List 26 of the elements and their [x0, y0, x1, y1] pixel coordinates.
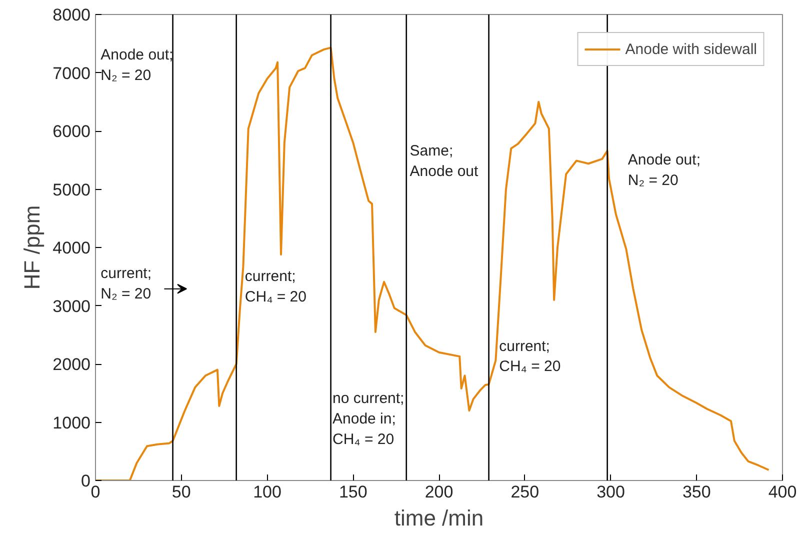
x-tick-label: 350 — [682, 482, 711, 502]
y-tick-label: 5000 — [52, 180, 91, 200]
annotation: Anode out; N₂ = 20 — [628, 151, 700, 189]
x-axis-title: time /min — [394, 506, 484, 530]
x-tick-label: 50 — [172, 482, 191, 502]
y-tick-label: 4000 — [52, 238, 91, 258]
legend-label: Anode with sidewall — [625, 40, 757, 58]
x-tick-label: 400 — [768, 482, 797, 502]
x-tick-label: 300 — [596, 482, 625, 502]
y-tick-label: 3000 — [52, 296, 91, 316]
annotation: current; N₂ = 20 — [100, 264, 152, 302]
annotation: current; CH₄ = 20 — [244, 268, 306, 306]
x-tick-label: 150 — [338, 482, 368, 502]
y-tick-label: 8000 — [52, 6, 91, 24]
annotation: no current; Anode in; CH₄ = 20 — [332, 390, 404, 448]
x-tick-label: 200 — [424, 482, 454, 502]
y-tick-label: 7000 — [52, 64, 91, 83]
annotation: Anode out; N₂ = 20 — [100, 46, 174, 84]
annotation: Same; Anode out — [410, 142, 480, 180]
x-tick-label: 250 — [510, 482, 540, 502]
x-tick-label: 100 — [253, 482, 282, 502]
y-tick-label: 6000 — [52, 122, 91, 141]
y-axis-title: HF /ppm — [20, 205, 45, 290]
y-tick-label: 1000 — [52, 413, 91, 432]
annotation: current; CH₄ = 20 — [499, 338, 561, 376]
y-tick-label: 2000 — [52, 355, 91, 374]
